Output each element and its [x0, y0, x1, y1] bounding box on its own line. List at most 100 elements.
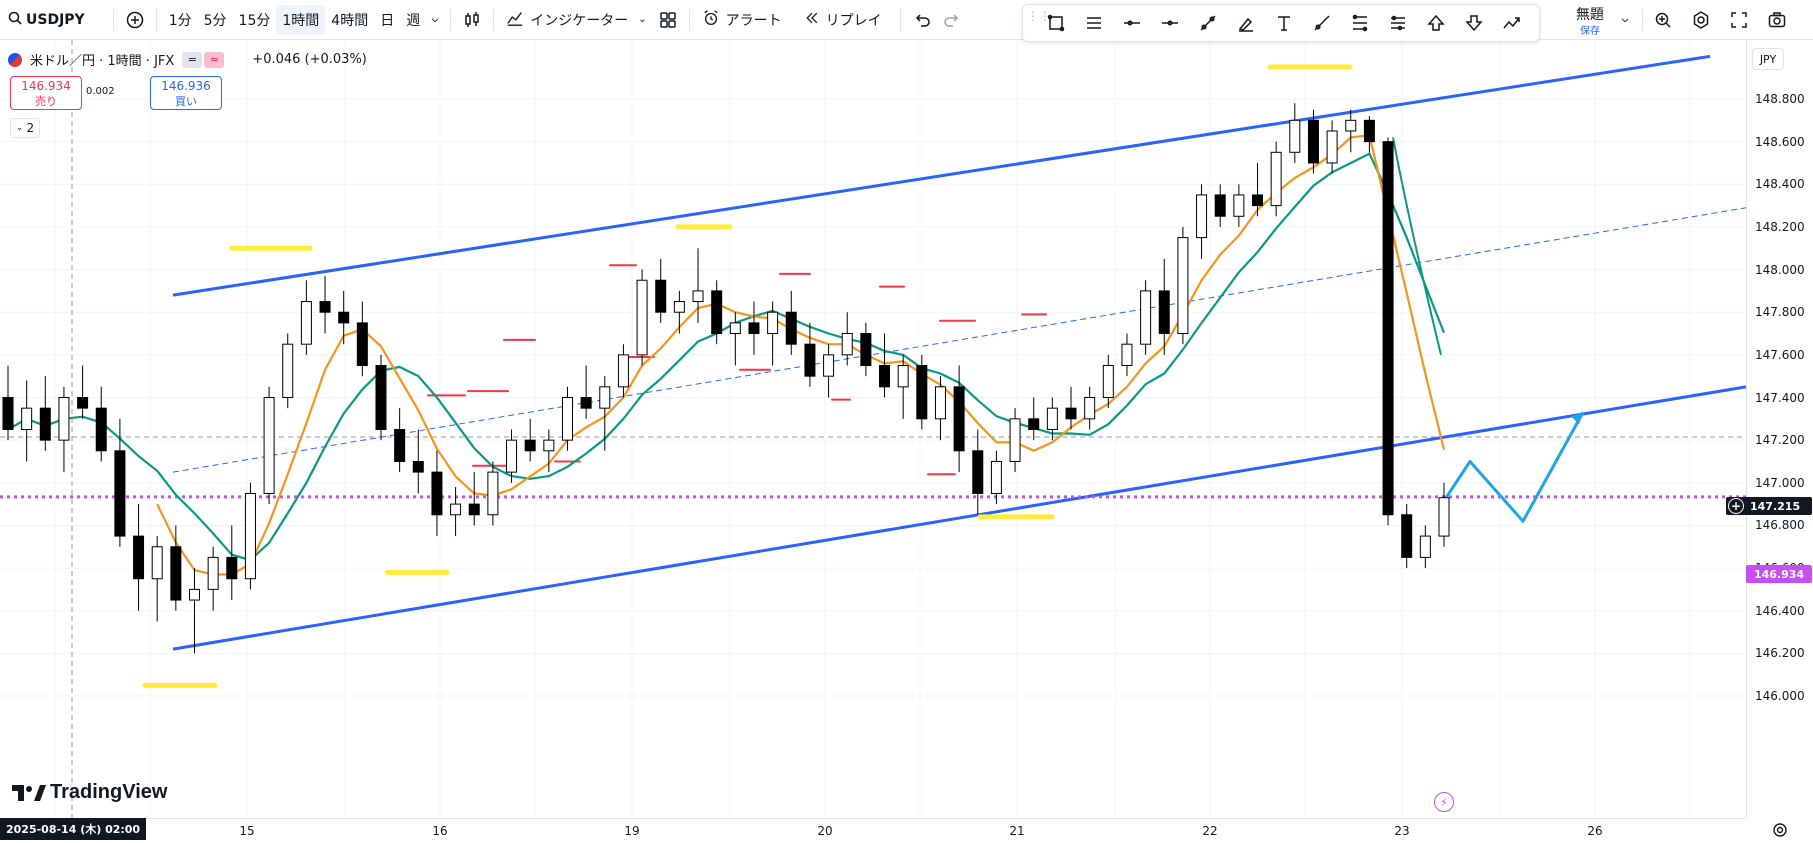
rectangle-tool-icon[interactable] [1037, 7, 1075, 39]
candle-up [729, 322, 741, 335]
indicators-button[interactable]: インジケーター ⌄ [500, 5, 652, 35]
settings-gear-icon[interactable] [1686, 5, 1716, 35]
candle-down [972, 450, 984, 494]
candle-up [1345, 119, 1357, 132]
fullscreen-icon[interactable] [1724, 5, 1754, 35]
symbol-label: USDJPY [26, 11, 85, 28]
time-axis[interactable]: 15 16 19 20 21 22 23 26 [0, 818, 1746, 843]
interval-dropdown-chevron-icon[interactable] [426, 5, 444, 35]
interval-5m[interactable]: 5分 [203, 12, 227, 29]
undo-icon[interactable] [907, 5, 937, 35]
legend-badges: = ≈ [182, 51, 225, 68]
fib-channel-tool-icon[interactable] [1379, 7, 1417, 39]
indicator-count: 2 [26, 121, 35, 135]
camera-snapshot-icon[interactable] [1762, 5, 1792, 35]
layout-name-button[interactable]: 無題 保存 [1560, 4, 1620, 37]
interval-15m[interactable]: 15分 [238, 12, 271, 29]
price-tick-label: 148.400 [1755, 177, 1805, 192]
price-tick-label: 148.000 [1755, 262, 1805, 277]
chevron-down-icon: ⌄ [638, 14, 647, 25]
horizontal-line-tool-icon[interactable] [1151, 7, 1189, 39]
compare-add-button[interactable] [120, 5, 150, 35]
price-scale[interactable]: 148.800 148.600 148.400 148.200 148.000 147.8… [1746, 40, 1813, 818]
price-tick-label: 146.200 [1755, 646, 1805, 661]
candle-down [1028, 418, 1040, 430]
candle-down [580, 397, 592, 409]
candle-down [1252, 194, 1264, 207]
replay-button[interactable]: リプレイ [798, 5, 888, 35]
axis-settings-gear-icon[interactable] [1770, 820, 1790, 840]
currency-label[interactable]: JPY [1752, 48, 1784, 70]
toolbar-separator [1642, 9, 1643, 31]
interval-week[interactable]: 週 [406, 12, 421, 29]
legend-title[interactable]: 米ドル／円 · 1時間 · JFX [30, 54, 175, 69]
sell-button[interactable]: 146.934 売り [10, 76, 82, 110]
fib-retracement-tool-icon[interactable] [1341, 7, 1379, 39]
currency-flag-icon [8, 52, 22, 67]
add-alert-plus-icon[interactable]: + [1728, 498, 1744, 514]
candle-down [431, 471, 443, 516]
interval-1h[interactable]: 1時間 [276, 4, 326, 35]
toolbar-separator [688, 8, 690, 31]
candle-up [151, 546, 163, 580]
candle-down [226, 556, 238, 580]
candle-up [636, 279, 648, 356]
candle-down [1214, 194, 1226, 217]
chart-legend: 米ドル／円 · 1時間 · JFX = ≈ +0.046 (+0.03%) [8, 50, 367, 69]
alert-button[interactable]: アラート [696, 5, 788, 35]
candle-down [394, 428, 406, 462]
horizontal-ray-tool-icon[interactable] [1113, 7, 1151, 39]
collapse-indicators-button[interactable]: ⌄ 2 [10, 118, 40, 138]
channel-midline [172, 207, 1746, 473]
candle-type-icon[interactable] [457, 5, 487, 35]
price-tick-label: 147.600 [1755, 347, 1805, 362]
trend-line-tool-icon[interactable] [1189, 7, 1227, 39]
candle-down [804, 343, 816, 377]
approx-icon[interactable]: ≈ [204, 51, 225, 68]
candle-up [561, 397, 573, 441]
candle-up [300, 301, 312, 345]
quick-search-icon[interactable] [1648, 5, 1678, 35]
candle-down [860, 333, 872, 367]
layout-menu-chevron-icon[interactable] [1610, 5, 1640, 35]
price-tick-label: 147.800 [1755, 305, 1805, 320]
candle-down [77, 397, 89, 409]
redo-icon[interactable] [937, 5, 967, 35]
path-tool-icon[interactable] [1493, 7, 1531, 39]
candle-up [263, 397, 275, 494]
arrow-up-tool-icon[interactable] [1417, 7, 1455, 39]
candle-up [1177, 237, 1189, 335]
candle-up [823, 354, 835, 377]
interval-4h[interactable]: 4時間 [331, 12, 369, 29]
candle-down [953, 386, 965, 452]
candle-down [524, 439, 536, 452]
brush-tool-icon[interactable] [1227, 7, 1265, 39]
time-tick-label: 23 [1394, 824, 1410, 838]
buy-button[interactable]: 146.936 買い [150, 76, 222, 110]
arrow-down-tool-icon[interactable] [1455, 7, 1493, 39]
interval-day[interactable]: 日 [380, 12, 395, 29]
interval-1m[interactable]: 1分 [168, 12, 192, 29]
ray-line-tool-icon[interactable] [1303, 7, 1341, 39]
equals-icon[interactable]: = [182, 51, 203, 68]
alarm-clock-icon [702, 9, 720, 31]
candle-down [133, 535, 145, 580]
candle-up [934, 386, 946, 420]
candle-up [506, 439, 518, 473]
layout-save-status: 保存 [1580, 26, 1600, 37]
drag-handle-icon[interactable]: ⋮⋮ [1027, 9, 1051, 23]
symbol-search[interactable]: USDJPY [0, 5, 91, 35]
text-tool-icon[interactable] [1265, 7, 1303, 39]
parallel-lines-tool-icon[interactable] [1075, 7, 1113, 39]
lightning-event-icon[interactable]: ⚡ [1434, 792, 1454, 812]
candle-up [188, 588, 200, 601]
layout-grid-icon[interactable] [653, 5, 683, 35]
indicators-label: インジケーター [530, 12, 629, 29]
spread-value: 0.002 [86, 86, 115, 97]
crosshair-price-tag[interactable]: + 147.215 [1726, 497, 1812, 515]
buy-label: 買い [175, 95, 197, 108]
drawing-toolbar: ⋮⋮ [1022, 4, 1540, 42]
sell-price: 146.934 [21, 79, 71, 93]
price-chart[interactable] [0, 40, 1746, 818]
chart-grid [0, 40, 1746, 818]
